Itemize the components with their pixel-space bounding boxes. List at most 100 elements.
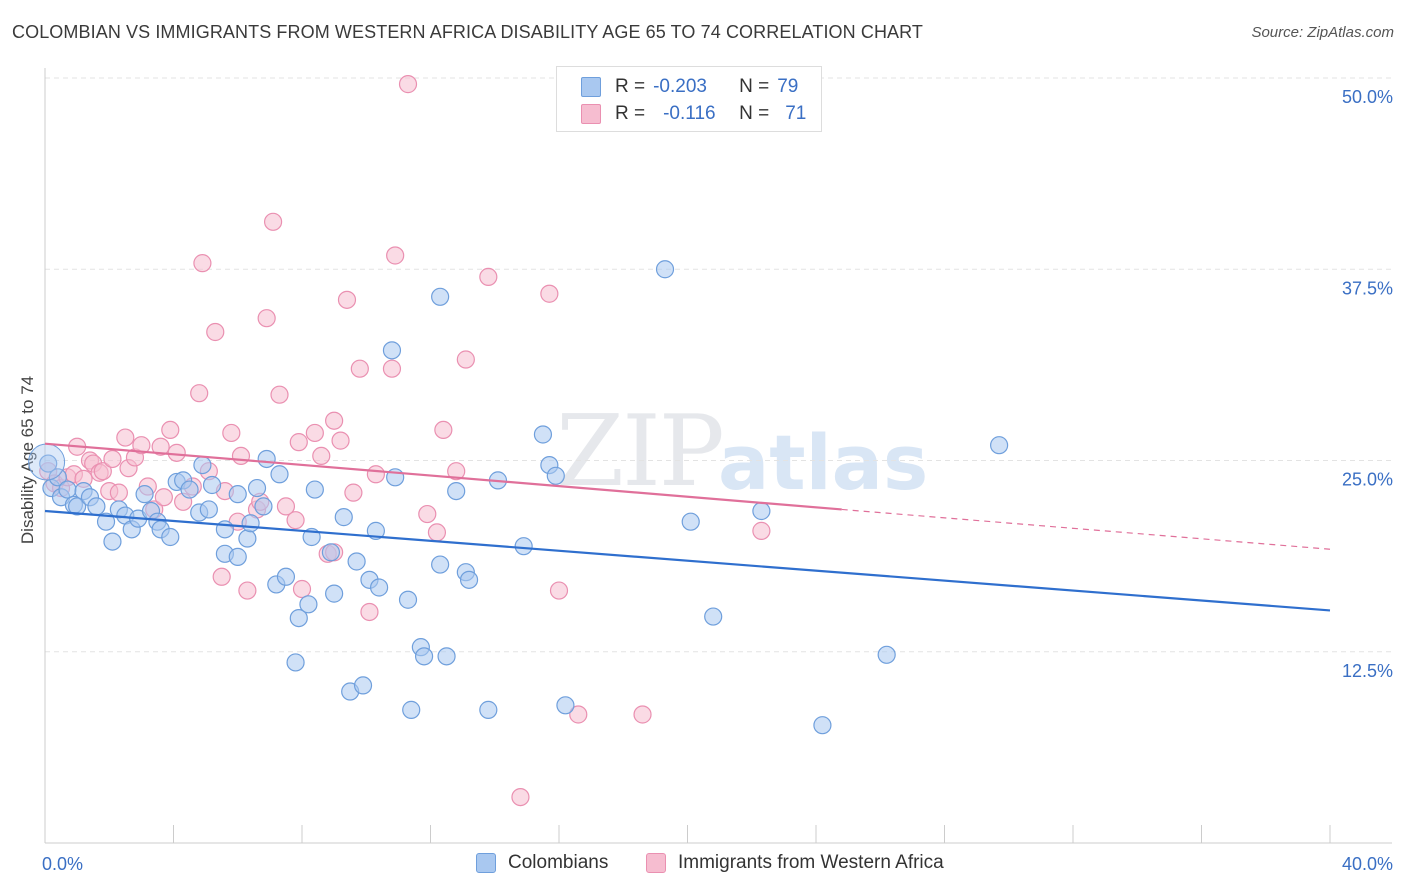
data-point xyxy=(103,449,122,469)
data-point xyxy=(58,480,77,499)
watermark-atlas: atlas xyxy=(718,418,929,507)
data-point-cluster xyxy=(28,443,66,481)
data-point xyxy=(87,497,106,516)
trend-line-colombians xyxy=(44,509,1331,612)
legend-item-colombians[interactable]: Colombians xyxy=(476,852,608,874)
watermark-zip: ZIP xyxy=(556,395,725,509)
legend-r-label: R = xyxy=(615,103,646,124)
data-point xyxy=(479,700,498,719)
data-point xyxy=(398,590,418,609)
data-point xyxy=(202,475,222,495)
data-point xyxy=(68,497,87,516)
y-tick-label: 37.5% xyxy=(1342,278,1393,298)
data-point xyxy=(289,433,308,452)
data-point xyxy=(135,485,154,504)
data-point xyxy=(238,581,257,600)
legend-r-value: -0.116 xyxy=(663,103,716,124)
data-point xyxy=(434,420,453,439)
data-point xyxy=(270,385,289,404)
data-point xyxy=(263,212,283,231)
data-point xyxy=(556,696,575,715)
data-point xyxy=(299,595,318,614)
legend-row-immigrants: R = -0.116 N = 71 xyxy=(581,102,806,126)
data-point xyxy=(549,581,569,600)
data-point xyxy=(386,246,405,265)
data-point xyxy=(257,309,276,328)
legend-r-value: -0.203 xyxy=(653,76,707,97)
data-point xyxy=(231,446,251,466)
legend-swatch-pink xyxy=(646,853,666,873)
data-point xyxy=(533,425,553,444)
data-point xyxy=(289,608,308,628)
data-point xyxy=(402,700,421,719)
data-point xyxy=(681,512,700,531)
legend-r-label: R = xyxy=(615,76,646,97)
data-point xyxy=(431,287,450,306)
data-point xyxy=(813,716,832,735)
data-point xyxy=(540,284,559,303)
legend-swatch-blue xyxy=(476,853,496,873)
trend-line-immigrants xyxy=(44,442,842,511)
data-point xyxy=(479,267,498,286)
data-point xyxy=(238,529,257,548)
data-point xyxy=(199,500,218,519)
data-point xyxy=(366,465,385,484)
data-point xyxy=(337,290,357,309)
data-point xyxy=(161,420,180,439)
legend-label-colombians: Colombians xyxy=(508,852,609,873)
x-tick-label: 40.0% xyxy=(1342,854,1393,874)
legend-swatch-blue xyxy=(581,77,601,97)
data-point xyxy=(305,480,324,499)
data-point xyxy=(292,579,312,599)
data-point xyxy=(447,482,466,501)
data-point xyxy=(459,570,479,589)
legend-item-immigrants[interactable]: Immigrants from Western Africa xyxy=(646,852,944,874)
data-point xyxy=(286,511,305,530)
tick-labels: 12.5% 25.0% 37.5% 50.0% 0.0% 40.0% xyxy=(42,87,1393,874)
data-point xyxy=(276,497,296,516)
data-point xyxy=(447,462,466,481)
data-point xyxy=(360,602,379,622)
legend-stats: R = -0.203 N = 79 R = -0.116 N = 71 xyxy=(556,66,822,132)
data-point xyxy=(877,645,896,664)
data-point xyxy=(116,428,135,447)
source-label: Source: ZipAtlas.com xyxy=(1251,24,1394,41)
data-point xyxy=(366,521,385,540)
legend-swatch-pink xyxy=(581,104,601,124)
data-point xyxy=(257,449,276,469)
data-point xyxy=(312,446,331,466)
data-point xyxy=(347,552,366,571)
data-point xyxy=(511,787,530,807)
y-tick-label: 25.0% xyxy=(1342,470,1393,490)
trend-lines xyxy=(44,442,1331,612)
data-point xyxy=(456,350,475,369)
data-point xyxy=(414,647,434,666)
data-point xyxy=(109,483,128,502)
data-point xyxy=(546,466,565,485)
data-point xyxy=(193,254,212,273)
data-point xyxy=(167,443,186,462)
data-point xyxy=(752,521,771,540)
data-point xyxy=(190,384,209,403)
data-point xyxy=(325,584,344,603)
data-point xyxy=(132,436,151,455)
grid-lines xyxy=(45,77,1392,653)
trend-line-immigrants-extension xyxy=(841,508,1331,550)
data-point xyxy=(212,567,231,586)
data-point xyxy=(321,543,341,562)
data-point xyxy=(382,341,402,360)
data-point xyxy=(704,607,723,626)
data-point xyxy=(270,465,289,484)
data-point xyxy=(305,423,324,443)
data-point xyxy=(382,359,402,378)
legend-n-label: N = xyxy=(739,103,770,124)
data-point xyxy=(247,478,267,498)
data-point xyxy=(276,567,296,586)
legend-label-immigrants: Immigrants from Western Africa xyxy=(678,852,944,873)
chart-title: COLOMBIAN VS IMMIGRANTS FROM WESTERN AFR… xyxy=(12,22,924,42)
data-point xyxy=(344,483,363,502)
data-point xyxy=(431,555,450,574)
data-point xyxy=(228,485,247,504)
data-point xyxy=(437,647,456,666)
